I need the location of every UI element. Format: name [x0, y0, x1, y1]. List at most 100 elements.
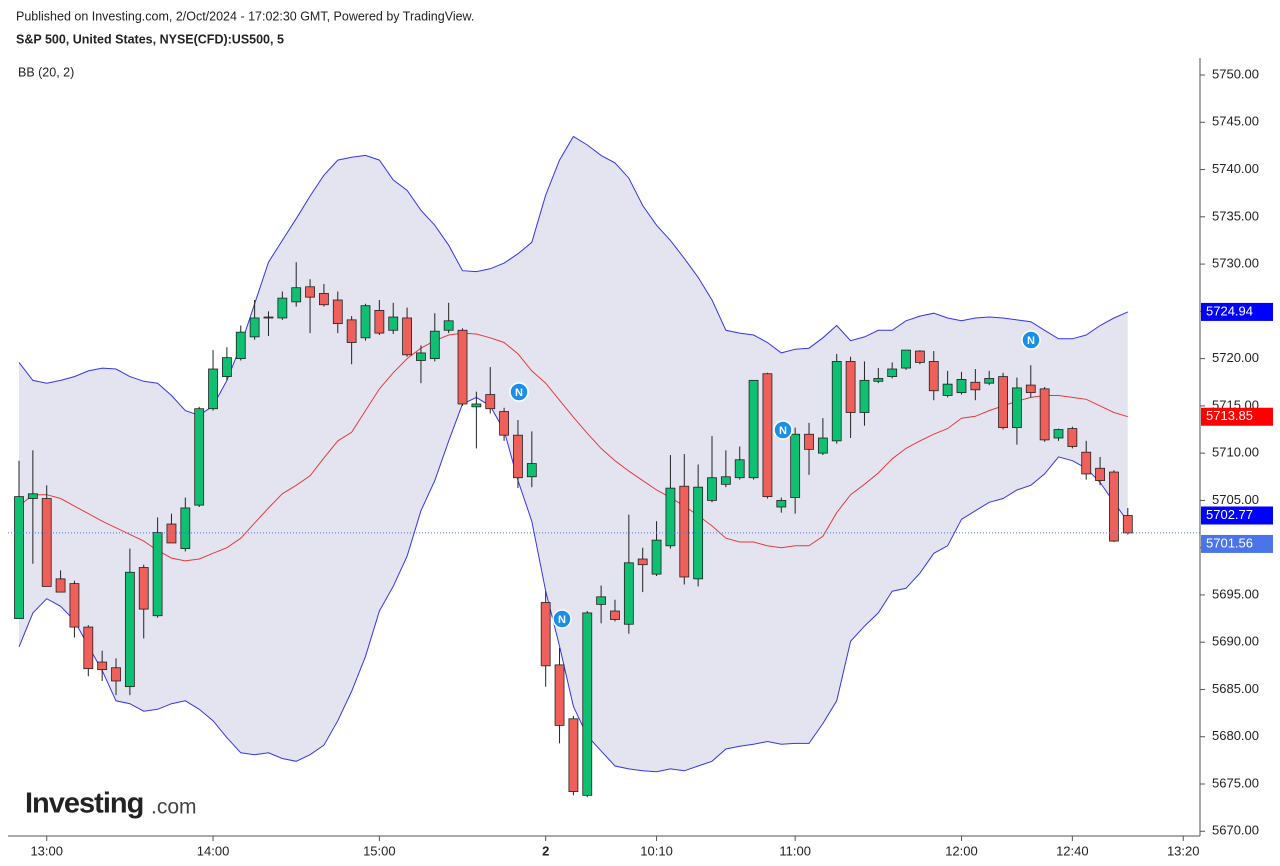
lower-band-value: 5702.77: [1206, 507, 1253, 522]
candle-body: [319, 292, 329, 306]
x-tick-label: 12:00: [945, 843, 978, 858]
candle-body: [942, 383, 953, 396]
candle-body: [582, 612, 593, 796]
middle-band-value: 5713.85: [1206, 408, 1253, 423]
candle-body: [956, 379, 967, 394]
candle-body: [637, 558, 648, 566]
candle-body: [1122, 515, 1133, 534]
y-tick-label: 5685.00: [1212, 681, 1259, 696]
candle-body: [526, 463, 537, 478]
close-value-bg: [1201, 534, 1273, 553]
candle-body: [817, 437, 828, 454]
candle-body: [748, 379, 759, 479]
candle-body: [1039, 388, 1050, 441]
candle-body: [873, 378, 884, 382]
candle-body: [14, 496, 24, 619]
news-marker: [1021, 330, 1041, 350]
y-tick-label: 5750.00: [1212, 66, 1259, 81]
news-marker-label: N: [558, 614, 566, 626]
news-marker-label: N: [515, 387, 523, 399]
candle-body: [249, 317, 260, 338]
candle-body: [152, 532, 163, 617]
candle-body: [1109, 471, 1119, 542]
x-tick-label: 14:00: [197, 843, 230, 858]
news-marker: [552, 609, 572, 629]
candle-body: [194, 408, 205, 506]
candle-body: [1025, 384, 1036, 394]
candle-body: [1067, 428, 1078, 447]
candle-body: [346, 319, 357, 343]
news-marker-label: N: [1027, 335, 1035, 347]
upper-band-value-bg: [1201, 302, 1273, 321]
candle-body: [41, 498, 52, 587]
candle-body: [499, 411, 510, 436]
candle-body: [124, 571, 135, 688]
candle-body: [610, 610, 620, 620]
candle-body: [97, 661, 108, 671]
candle-body: [83, 626, 94, 670]
candle-body: [707, 477, 717, 501]
published-note: Published on Investing.com, 2/Oct/2024 -…: [16, 9, 474, 23]
candle-body: [69, 583, 80, 628]
x-tick-label: 15:00: [363, 843, 396, 858]
y-tick-label: 5745.00: [1212, 114, 1259, 129]
candle-body: [443, 320, 454, 331]
candle-body: [1012, 387, 1022, 429]
candle-body: [984, 378, 995, 384]
candle-body: [388, 316, 399, 331]
candle-body: [651, 539, 662, 575]
news-marker: [773, 420, 793, 440]
candle-body: [831, 361, 842, 442]
candle-body: [1081, 451, 1092, 475]
candle-body: [263, 316, 274, 319]
x-tick-label: 13:00: [30, 843, 63, 858]
candle-body: [360, 305, 371, 339]
candle-body: [513, 434, 523, 479]
candle-body: [1053, 429, 1064, 439]
y-tick-label: 5710.00: [1212, 445, 1259, 460]
candle-body: [623, 562, 634, 625]
symbol-title: S&P 500, United States, NYSE(CFD):US500,…: [16, 32, 284, 46]
middle-band-value-bg: [1201, 407, 1273, 426]
lower-band: [18, 396, 1129, 773]
candle-body: [277, 297, 288, 319]
y-tick-label: 5695.00: [1212, 586, 1259, 601]
candle-body: [554, 664, 565, 726]
candle-body: [485, 394, 496, 410]
candle-body: [457, 329, 468, 405]
news-marker: [509, 382, 529, 402]
y-tick-label: 5705.00: [1212, 492, 1259, 507]
candle-body: [305, 286, 315, 298]
y-tick-label: 5680.00: [1212, 728, 1259, 743]
plot-area: [8, 135, 1200, 798]
candle-body: [111, 667, 121, 682]
candle-body: [1095, 467, 1105, 481]
candle-body: [928, 361, 939, 392]
candle-body: [471, 403, 482, 408]
indicator-label: BB (20, 2): [18, 65, 74, 79]
y-tick-label: 5730.00: [1212, 256, 1259, 271]
middle-band: [18, 332, 1128, 562]
candle-body: [27, 493, 38, 499]
candle-body: [221, 357, 232, 377]
x-tick-label: 11:00: [779, 843, 811, 858]
candle-body: [887, 368, 898, 377]
candle-body: [374, 310, 385, 334]
candle-body: [291, 287, 302, 303]
x-tick-label: 12:40: [1056, 843, 1089, 858]
close-value: 5701.56: [1206, 535, 1253, 550]
candle-body: [429, 330, 440, 360]
upper-band-value: 5724.94: [1206, 303, 1253, 318]
candle-body: [998, 376, 1008, 429]
x-tick-label: 13:20: [1167, 843, 1200, 858]
candle-body: [332, 299, 343, 325]
logo-suffix: .com: [151, 796, 197, 819]
y-tick-label: 5740.00: [1212, 161, 1259, 176]
candle-body: [915, 350, 925, 363]
y-tick-label: 5675.00: [1212, 775, 1259, 790]
candle-body: [665, 487, 676, 547]
candle-body: [845, 361, 856, 413]
candle-body: [180, 507, 191, 550]
candle-body: [596, 596, 607, 605]
candle-body: [138, 567, 149, 610]
